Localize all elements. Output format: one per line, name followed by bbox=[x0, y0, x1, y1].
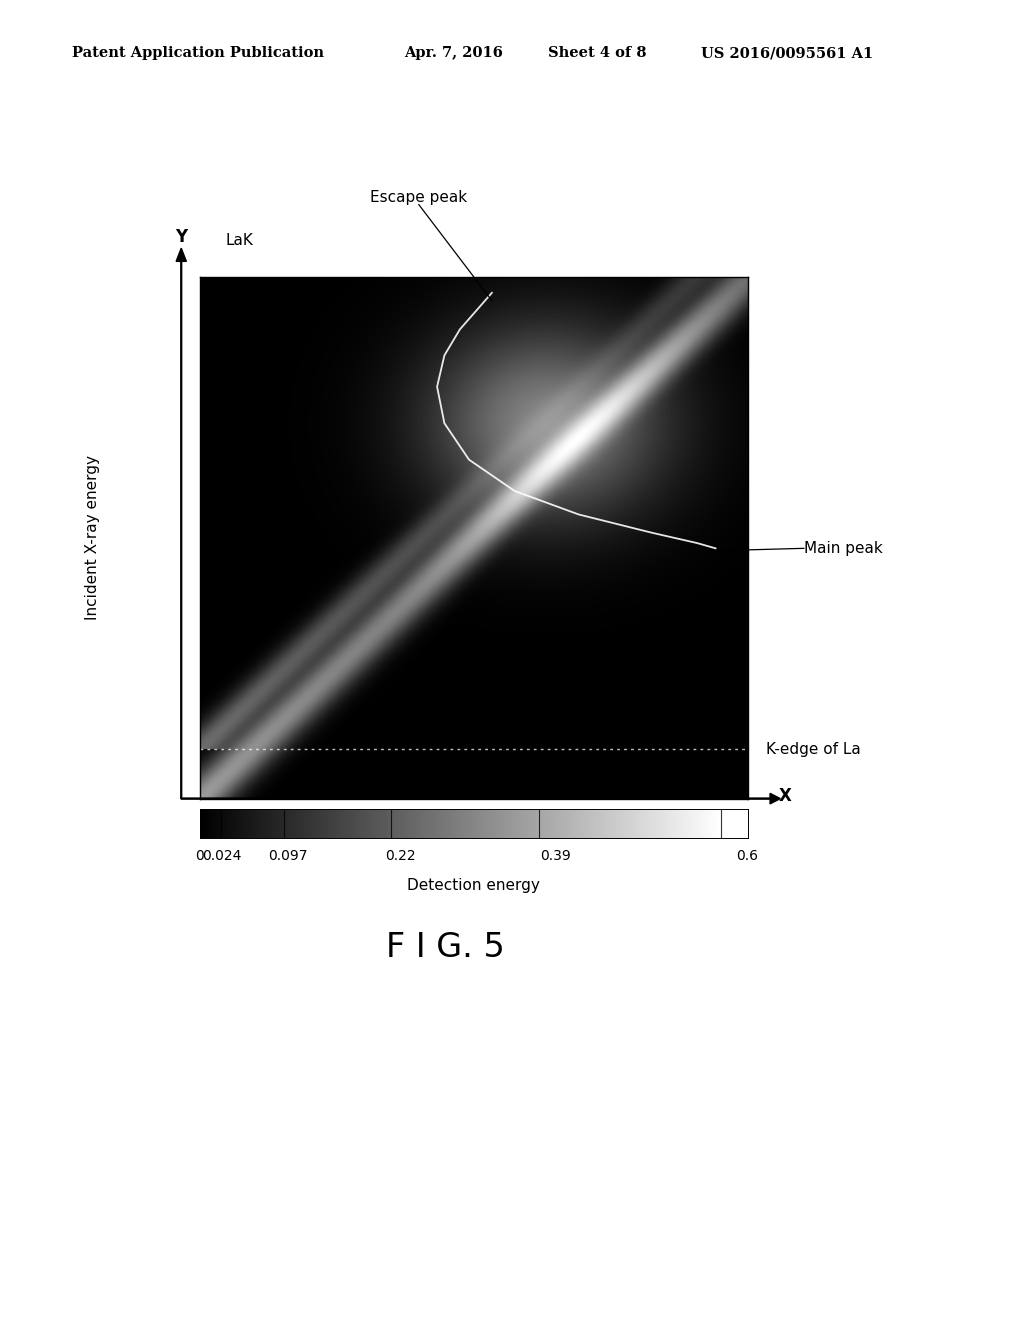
Text: F I G. 5: F I G. 5 bbox=[386, 931, 505, 964]
Text: LaK: LaK bbox=[225, 234, 253, 248]
Text: Escape peak: Escape peak bbox=[371, 190, 467, 205]
Text: K-edge of La: K-edge of La bbox=[766, 742, 861, 756]
Text: Main peak: Main peak bbox=[804, 541, 883, 556]
Text: 0: 0 bbox=[196, 849, 204, 863]
Text: Patent Application Publication: Patent Application Publication bbox=[72, 46, 324, 61]
Text: X: X bbox=[778, 787, 792, 805]
Text: Detection energy: Detection energy bbox=[408, 878, 540, 892]
Text: 0.024: 0.024 bbox=[202, 849, 242, 863]
Text: Incident X-ray energy: Incident X-ray energy bbox=[85, 455, 99, 620]
Text: Y: Y bbox=[175, 227, 187, 246]
Text: 0.22: 0.22 bbox=[385, 849, 416, 863]
Text: Sheet 4 of 8: Sheet 4 of 8 bbox=[548, 46, 646, 61]
Text: 0.097: 0.097 bbox=[268, 849, 308, 863]
Text: 0.6: 0.6 bbox=[736, 849, 759, 863]
Text: Apr. 7, 2016: Apr. 7, 2016 bbox=[404, 46, 504, 61]
Text: US 2016/0095561 A1: US 2016/0095561 A1 bbox=[701, 46, 873, 61]
Text: 0.39: 0.39 bbox=[541, 849, 571, 863]
